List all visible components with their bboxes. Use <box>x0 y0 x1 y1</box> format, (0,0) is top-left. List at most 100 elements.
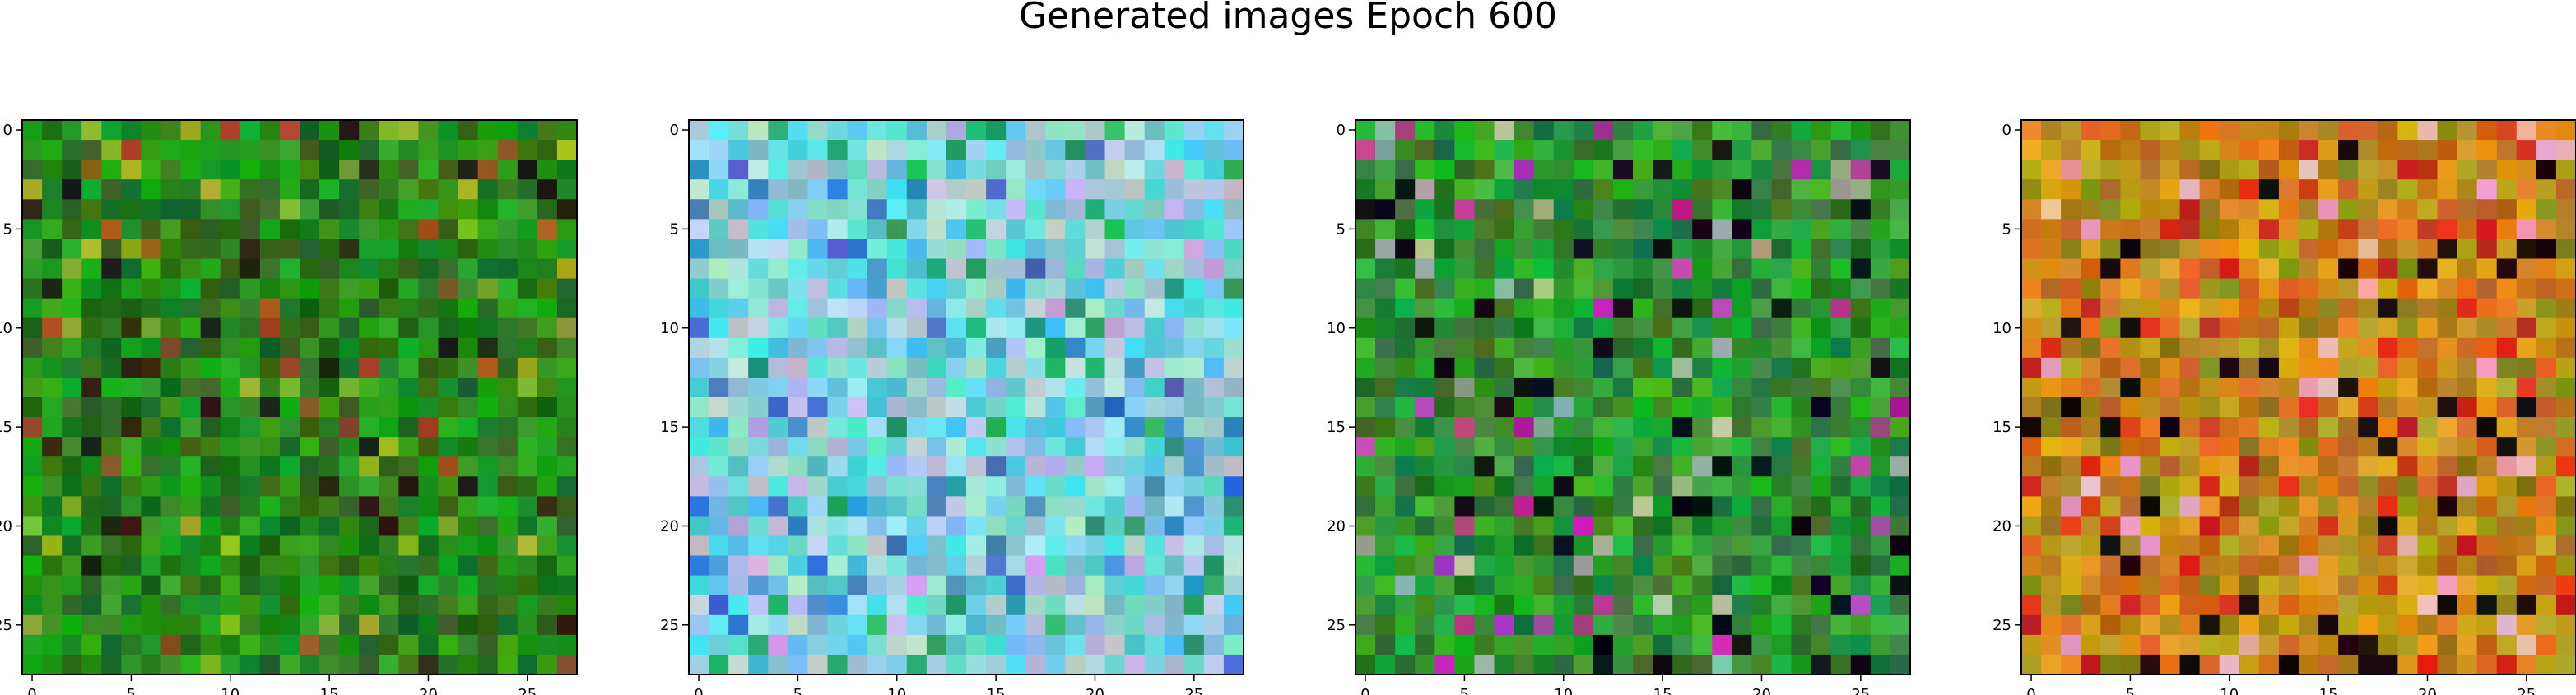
pixel-cell <box>556 634 578 656</box>
pixel-cell <box>62 140 82 160</box>
pixel-cell <box>2061 239 2081 260</box>
pixel-cell <box>1653 357 1673 378</box>
pixel-cell <box>1164 456 1185 477</box>
pixel-cell <box>986 317 1007 339</box>
pixel-cell <box>200 535 221 557</box>
pixel-cell <box>1791 377 1812 398</box>
pixel-cell <box>1593 120 1614 141</box>
pixel-cell <box>966 219 987 240</box>
pixel-cell <box>121 417 142 438</box>
pixel-cell <box>1732 298 1753 319</box>
pixel-cell <box>1573 476 1594 497</box>
pixel-cell <box>2239 496 2260 517</box>
pixel-cell <box>906 417 928 438</box>
pixel-cell <box>1811 555 1832 577</box>
pixel-cell <box>1870 496 1891 517</box>
pixel-cell <box>537 595 558 616</box>
pixel-cell <box>1771 437 1793 457</box>
pixel-cell <box>279 535 300 557</box>
pixel-cell <box>200 456 221 477</box>
pixel-cell <box>1791 575 1812 596</box>
pixel-cell <box>2239 437 2260 457</box>
pixel-cell <box>438 417 459 438</box>
pixel-cell <box>906 654 928 675</box>
pixel-cell <box>986 278 1007 299</box>
pixel-cell <box>2299 120 2319 141</box>
pixel-cell <box>537 377 558 398</box>
pixel-cell <box>1223 120 1244 141</box>
pixel-cell <box>2417 496 2439 517</box>
pixel-cell <box>1494 476 1515 497</box>
x-tick-label: 15 <box>1653 686 1672 695</box>
pixel-cell <box>1085 614 1106 636</box>
pixel-cell <box>497 654 518 675</box>
pixel-cell <box>537 654 558 675</box>
pixel-cell <box>1434 377 1455 398</box>
pixel-cell <box>101 456 122 477</box>
pixel-cell <box>867 179 888 200</box>
pixel-cell <box>1653 120 1673 141</box>
pixel-cell <box>2536 575 2557 596</box>
pixel-cell <box>1573 357 1594 378</box>
pixel-cell <box>728 595 749 616</box>
pixel-cell <box>2081 160 2101 180</box>
pixel-cell <box>1104 377 1126 398</box>
pixel-cell <box>398 337 420 359</box>
pixel-cell <box>788 160 809 180</box>
pixel-cell <box>1474 140 1495 160</box>
pixel-cell <box>517 258 538 280</box>
pixel-cell <box>2160 634 2181 656</box>
pixel-cell <box>1633 496 1653 517</box>
pixel-cell <box>1653 516 1673 537</box>
pixel-cell <box>1633 140 1653 160</box>
pixel-cell <box>1732 555 1753 577</box>
pixel-cell <box>1045 654 1066 675</box>
pixel-cell <box>1573 634 1594 656</box>
pixel-cell <box>160 417 182 438</box>
pixel-cell <box>1474 496 1495 517</box>
pixel-cell <box>1791 535 1812 557</box>
pixel-cell <box>319 397 340 418</box>
pixel-cell <box>2239 397 2260 418</box>
pixel-cell <box>1025 417 1046 438</box>
pixel-cell <box>906 219 928 240</box>
pixel-cell <box>477 595 499 616</box>
pixel-cell <box>709 357 729 378</box>
pixel-cell <box>2278 496 2299 517</box>
pixel-cell <box>1045 179 1066 200</box>
pixel-cell <box>1104 140 1126 160</box>
pixel-cell <box>1474 120 1495 141</box>
pixel-cell <box>1830 377 1852 398</box>
pixel-cell <box>319 120 340 141</box>
pixel-cell <box>101 476 122 497</box>
pixel-cell <box>62 476 82 497</box>
pixel-cell <box>1434 614 1455 636</box>
pixel-cell <box>2378 634 2398 656</box>
pixel-cell <box>517 317 538 339</box>
pixel-cell <box>1593 317 1614 339</box>
pixel-cell <box>398 417 420 438</box>
pixel-cell <box>517 456 538 477</box>
y-tick-label: 20 <box>0 517 12 535</box>
pixel-cell <box>1124 595 1146 616</box>
pixel-cell <box>556 219 578 240</box>
pixel-cell <box>1144 634 1165 656</box>
pixel-cell <box>1183 397 1205 418</box>
pixel-cell <box>867 575 888 596</box>
pixel-cell <box>2021 179 2042 200</box>
pixel-cell <box>1672 634 1693 656</box>
pixel-cell <box>966 239 987 260</box>
pixel-cell <box>200 357 221 378</box>
pixel-cell <box>2021 575 2042 596</box>
pixel-cell <box>2516 120 2537 141</box>
pixel-cell <box>1223 179 1244 200</box>
pixel-cell <box>379 278 399 299</box>
pixel-cell <box>477 634 499 656</box>
pixel-cell <box>1454 337 1476 359</box>
pixel-cell <box>2120 120 2141 141</box>
pixel-cell <box>1395 140 1416 160</box>
pixel-cell <box>1164 397 1185 418</box>
pixel-cell <box>1633 595 1653 616</box>
pixel-cell <box>22 120 43 141</box>
pixel-cell <box>1573 535 1594 557</box>
